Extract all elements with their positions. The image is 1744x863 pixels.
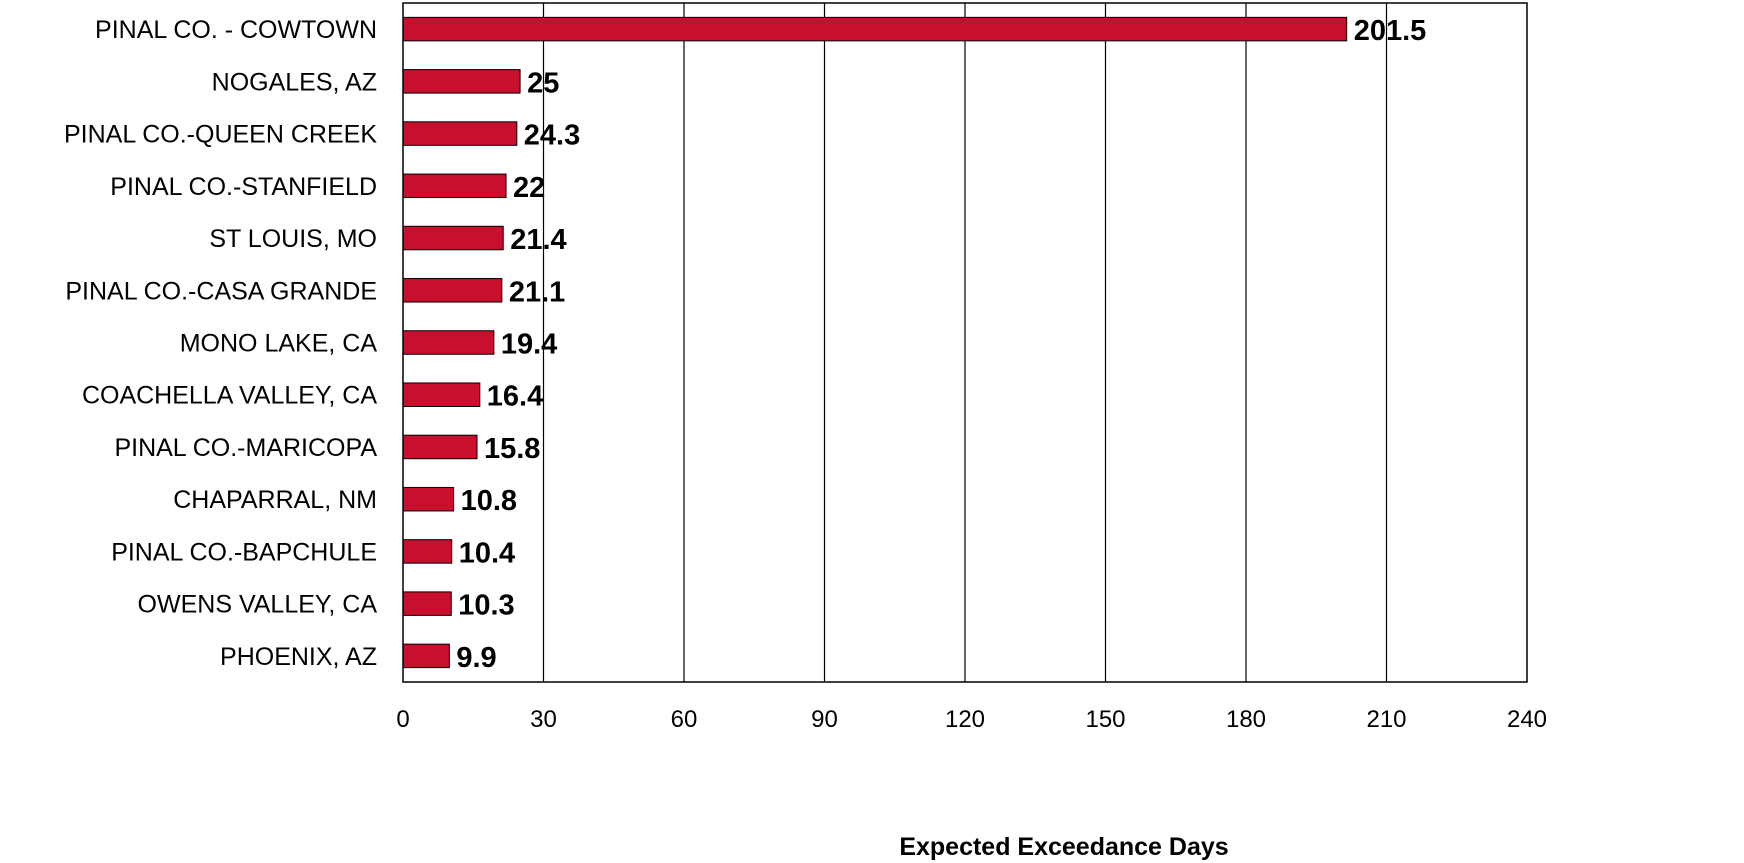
bar	[402, 225, 504, 251]
data-label: 22	[513, 172, 545, 204]
bar	[402, 16, 1348, 42]
x-tick-label: 240	[1507, 706, 1547, 733]
data-label: 24.3	[524, 120, 580, 152]
x-tick-label: 30	[530, 706, 557, 733]
bar	[402, 173, 507, 199]
bar	[402, 69, 521, 94]
data-label: 19.4	[501, 329, 557, 361]
plot-frame	[402, 2, 1528, 683]
bar	[402, 121, 518, 146]
x-tick-labels: 0 30 60 90 120 150 180 210 240	[396, 706, 1547, 733]
category-label: MONO LAKE, CA	[180, 330, 378, 358]
x-tick-label: 90	[811, 706, 838, 733]
category-label: PINAL CO.-QUEEN CREEK	[64, 121, 377, 149]
data-label: 10.4	[459, 537, 515, 569]
x-tick-label: 0	[396, 706, 409, 733]
category-label: NOGALES, AZ	[212, 68, 377, 96]
data-label: 9.9	[456, 642, 496, 674]
category-label: PINAL CO.-CASA GRANDE	[65, 277, 377, 305]
grid-lines	[542, 3, 1388, 682]
data-label: 15.8	[484, 433, 540, 465]
data-label: 10.3	[458, 590, 514, 622]
bar	[402, 591, 452, 616]
category-label: PINAL CO.-BAPCHULE	[111, 538, 377, 566]
data-label: 21.1	[509, 276, 565, 308]
data-label: 21.4	[510, 224, 566, 256]
category-label: PINAL CO.-MARICOPA	[114, 434, 377, 462]
bars	[402, 16, 1348, 669]
data-label: 10.8	[461, 485, 517, 517]
bar	[402, 382, 481, 407]
category-label: COACHELLA VALLEY, CA	[82, 382, 377, 410]
category-label: ST LOUIS, MO	[209, 225, 377, 253]
category-label: CHAPARRAL, NM	[173, 486, 377, 514]
x-tick-label: 120	[945, 706, 985, 733]
bar	[402, 486, 455, 512]
bar	[402, 330, 495, 355]
data-label: 201.5	[1354, 15, 1427, 47]
category-label: PINAL CO.-STANFIELD	[110, 173, 377, 201]
category-label: PHOENIX, AZ	[220, 643, 377, 671]
x-tick-label: 150	[1085, 706, 1125, 733]
data-label: 25	[527, 67, 559, 99]
x-tick-label: 210	[1366, 706, 1406, 733]
data-label: 16.4	[487, 381, 543, 413]
category-label: PINAL CO. - COWTOWN	[95, 16, 377, 44]
bar	[402, 434, 478, 460]
x-tick-label: 60	[671, 706, 698, 733]
data-labels: 201.5 25 24.3 22 21.4 21.1 19.4 16.4 15.8 10.8 10.…	[456, 15, 1426, 674]
category-label: OWENS VALLEY, CA	[138, 591, 378, 619]
category-labels: PINAL CO. - COWTOWN NOGALES, AZ PINAL CO.-…	[64, 16, 377, 671]
x-axis-title: Expected Exceedance Days	[899, 833, 1228, 861]
bar	[402, 643, 450, 669]
bar	[402, 278, 503, 303]
x-tick-label: 180	[1226, 706, 1266, 733]
bar	[402, 539, 453, 564]
